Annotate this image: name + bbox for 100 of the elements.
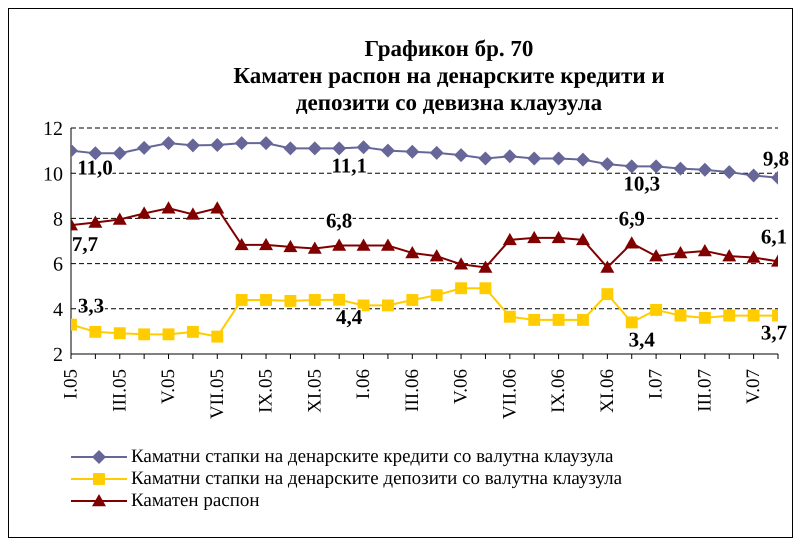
point xyxy=(480,282,492,294)
point xyxy=(211,330,224,343)
point xyxy=(601,288,614,300)
point xyxy=(455,282,468,294)
point xyxy=(210,201,224,214)
point xyxy=(430,289,443,302)
point xyxy=(698,162,712,177)
point xyxy=(576,232,590,246)
point xyxy=(674,310,686,322)
point xyxy=(405,144,420,159)
legend-label: Каматен распон xyxy=(131,490,260,512)
data-label: 10,3 xyxy=(623,171,660,196)
point xyxy=(308,141,322,156)
point xyxy=(186,207,200,220)
point xyxy=(600,157,614,172)
point xyxy=(528,314,540,326)
x-tick-label: V.05 xyxy=(158,369,180,404)
y-tick-label: 2 xyxy=(53,344,63,366)
point xyxy=(260,294,272,306)
point xyxy=(552,230,566,244)
point xyxy=(504,310,516,323)
point xyxy=(552,314,565,326)
data-label: 7,7 xyxy=(72,232,98,256)
point xyxy=(137,206,152,219)
x-tick-label: I.07 xyxy=(646,369,667,400)
point xyxy=(308,241,322,254)
point xyxy=(600,260,614,273)
point xyxy=(502,149,517,164)
x-tick-label: VII.06 xyxy=(499,369,520,420)
x-tick-label: IX.05 xyxy=(256,369,277,413)
x-tick-label: VII.05 xyxy=(206,369,228,420)
y-tick-label: 6 xyxy=(53,254,63,276)
point xyxy=(698,244,712,256)
legend-label: Каматни стапки на денарските депозити со валутна клаузула xyxy=(131,468,622,490)
point xyxy=(284,294,296,307)
x-tick-label: III.06 xyxy=(402,369,423,412)
legend-label: Каматни стапки на денарските кредити со валутна клаузула xyxy=(131,446,614,468)
point xyxy=(478,260,492,273)
point xyxy=(626,316,638,328)
point xyxy=(552,152,566,166)
x-tick-label: IX.06 xyxy=(548,369,570,413)
y-tick-label: 12 xyxy=(43,118,63,140)
x-tick-label: XI.06 xyxy=(596,369,618,413)
point xyxy=(356,238,371,251)
point xyxy=(382,299,394,312)
point xyxy=(333,294,346,306)
point xyxy=(722,165,736,180)
point xyxy=(236,294,248,306)
point xyxy=(380,144,395,158)
point xyxy=(283,141,298,156)
x-tick-label: I.06 xyxy=(353,369,374,400)
point xyxy=(722,249,736,262)
point xyxy=(332,141,346,156)
data-label: 6,1 xyxy=(760,224,788,248)
x-tick-label: I.05 xyxy=(60,369,82,400)
data-label: 9,8 xyxy=(762,146,790,171)
point xyxy=(577,314,589,326)
point xyxy=(723,310,736,322)
y-tick-label: 4 xyxy=(53,298,63,321)
point xyxy=(673,246,688,258)
point xyxy=(259,238,274,250)
point xyxy=(406,294,418,306)
point xyxy=(358,299,370,312)
x-tick-label: V.06 xyxy=(450,369,472,404)
point xyxy=(138,328,150,340)
point xyxy=(332,238,346,251)
point xyxy=(454,148,468,162)
point xyxy=(650,304,662,316)
point xyxy=(502,232,517,246)
point xyxy=(162,201,176,214)
point xyxy=(186,326,199,338)
point xyxy=(162,136,176,150)
y-tick-label: 10 xyxy=(43,163,63,186)
data-label: 11,1 xyxy=(331,153,367,178)
point xyxy=(649,249,664,262)
point xyxy=(137,140,152,155)
point xyxy=(454,257,468,270)
point xyxy=(380,238,395,251)
point xyxy=(356,140,371,154)
point xyxy=(748,310,760,322)
data-label: 4,4 xyxy=(336,304,363,329)
point xyxy=(112,212,127,225)
point xyxy=(746,168,761,182)
point xyxy=(746,250,761,263)
point xyxy=(673,162,688,176)
point xyxy=(649,159,664,174)
point xyxy=(430,146,444,160)
point xyxy=(478,152,492,166)
point xyxy=(112,146,127,160)
point xyxy=(698,312,711,324)
point xyxy=(624,236,639,249)
x-tick-label: XI.05 xyxy=(304,369,326,413)
x-tick-label: III.05 xyxy=(109,369,130,412)
point xyxy=(162,328,174,340)
y-tick-label: 8 xyxy=(53,208,63,230)
point xyxy=(114,327,126,340)
point xyxy=(405,246,420,258)
point xyxy=(89,326,102,338)
point xyxy=(430,249,444,262)
chart-subtitle: Каматен распон на денарските кредити и депозити со девизна клаузула xyxy=(232,62,666,116)
